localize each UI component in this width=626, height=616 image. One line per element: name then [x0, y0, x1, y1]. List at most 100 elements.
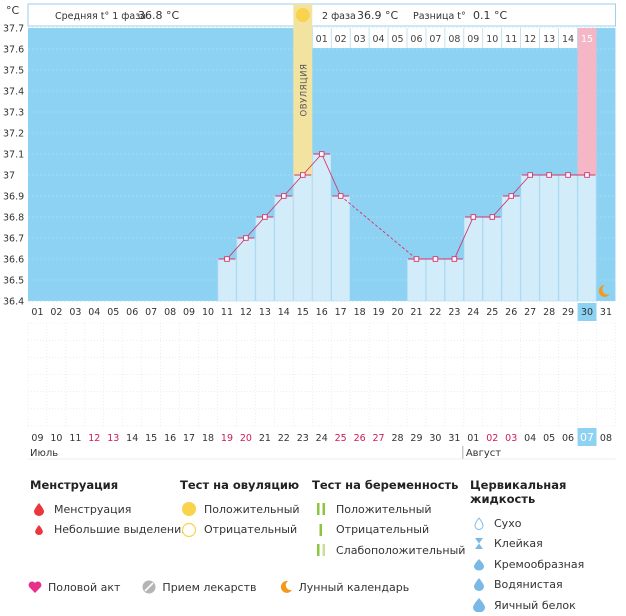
- temperature-bar: [255, 216, 275, 302]
- date-label: 16: [164, 433, 176, 444]
- cycle-day-label: 04: [88, 307, 100, 318]
- cycle-day-label: 23: [448, 307, 460, 318]
- temperature-bar: [520, 174, 540, 302]
- legend-label: Отрицательный: [204, 523, 298, 537]
- temperature-segment: [453, 216, 474, 260]
- avg1-label: Средняя t° 1 фаза: [55, 11, 146, 22]
- cycle-day-label: 10: [202, 307, 214, 318]
- date-label: 05: [543, 433, 555, 444]
- date-label: 15: [145, 433, 157, 444]
- temperature-bar: [312, 153, 332, 302]
- legend-item: Менструация: [30, 499, 188, 520]
- date-label: 04: [524, 433, 536, 444]
- cycle-day-label: 28: [543, 307, 555, 318]
- heart-icon: [28, 581, 42, 593]
- y-tick-label: 37: [3, 171, 15, 182]
- temperature-segment: [491, 195, 512, 218]
- temperature-bar: [274, 195, 294, 302]
- legend-item: Небольшие выделения: [30, 520, 188, 541]
- phase2-day-label: 08: [448, 34, 460, 45]
- pill-icon: [142, 580, 156, 594]
- temperature-point: [337, 193, 344, 199]
- cycle-day-label: 01: [31, 307, 43, 318]
- legend-label: Водянистая: [494, 578, 563, 592]
- legend-label: Сухо: [494, 516, 522, 530]
- temperature-bar: [217, 258, 237, 302]
- temperature-bar: [482, 216, 502, 302]
- sticky-icon: [470, 537, 488, 550]
- cycle-day-label: 26: [505, 307, 517, 318]
- legend-item: Кремообразная: [470, 554, 626, 575]
- temperature-bar: [293, 174, 313, 302]
- cycle-day-label: 15: [297, 307, 309, 318]
- legend-item: Положительный: [180, 499, 300, 520]
- bbt-chart: 01 02 03 04 05 06 07 08 09 10 11 12 13 14 15 ОВУЛЯЦИЯ Ср…: [3, 3, 616, 460]
- dry-icon: [470, 516, 488, 530]
- cycle-day-label: 30: [581, 307, 593, 318]
- avg1-value: 36.8 °C: [138, 9, 179, 22]
- drop-icon: [30, 502, 48, 516]
- cycle-day-label: 07: [145, 307, 157, 318]
- date-label: 01: [467, 433, 479, 444]
- phase2-day-label: 10: [486, 34, 498, 45]
- cycle-day-label: 08: [164, 307, 176, 318]
- moon-icon: [598, 284, 610, 297]
- phase2-day-label: 02: [335, 34, 347, 45]
- legend-label: Кремообразная: [494, 557, 585, 571]
- legend-label: Лунный календарь: [298, 580, 410, 594]
- temperature-bar: [445, 258, 464, 302]
- temperature-bar: [426, 258, 445, 302]
- today-date-highlight: [577, 428, 597, 446]
- phase2-day-label: 11: [505, 34, 517, 45]
- y-tick-label: 36.9: [3, 192, 24, 203]
- legend-item: Отрицательный: [312, 520, 465, 541]
- cycle-day-label: 25: [486, 307, 498, 318]
- phase2-header-row: [312, 28, 597, 48]
- cycle-day-label: 09: [183, 307, 195, 318]
- phase2-day-label: 03: [354, 34, 366, 45]
- temperature-bar: [558, 174, 578, 302]
- phase2-day-label: 07: [429, 34, 441, 45]
- legend-label: Прием лекарств: [162, 580, 257, 594]
- today-cycle-highlight: [577, 303, 597, 321]
- temperature-segment: [302, 153, 323, 176]
- temperature-segment: [283, 174, 304, 197]
- temperature-point: [243, 235, 249, 241]
- legend-label: Положительный: [336, 502, 432, 516]
- date-label: 24: [316, 433, 328, 444]
- temperature-segment: [340, 195, 417, 260]
- phase2-day-label: 14: [562, 34, 574, 45]
- phase2-day-label: 04: [373, 34, 385, 45]
- temperature-point: [489, 214, 496, 220]
- phase2-day-label: 09: [467, 34, 479, 45]
- cycle-day-label: 19: [373, 307, 385, 318]
- sun-outline-icon: [180, 522, 198, 538]
- cycle-day-label: 17: [335, 307, 347, 318]
- legend-bottom: Половой акт Прием лекарств Лунный календ…: [28, 580, 431, 594]
- date-label: 06: [562, 433, 574, 444]
- date-label: 02: [486, 433, 498, 444]
- legend-pregnancy-test: Тест на беременность Положительный Отриц…: [312, 478, 465, 561]
- legend-label: Небольшие выделения: [54, 523, 188, 537]
- legend-item: Водянистая: [470, 575, 626, 596]
- date-label: 17: [183, 433, 195, 444]
- y-tick-label: 37.1: [3, 150, 24, 161]
- legend-item: Лунный календарь: [279, 580, 410, 594]
- y-tick-label: 37.7: [3, 24, 24, 35]
- temperature-point: [470, 214, 477, 220]
- creamy-icon: [470, 558, 488, 571]
- temperature-point: [300, 172, 306, 178]
- temperature-bar: [577, 174, 597, 302]
- temperature-point: [546, 172, 552, 178]
- legend-item: Слабоположительный: [312, 540, 465, 561]
- temperature-point: [508, 193, 514, 199]
- date-label: 22: [278, 433, 290, 444]
- watery-icon: [470, 578, 488, 592]
- temperature-bar: [331, 195, 350, 302]
- temperature-point: [584, 172, 590, 178]
- date-label: 27: [373, 433, 385, 444]
- legend-item: Клейкая: [470, 534, 626, 555]
- month-label: Август: [466, 448, 501, 459]
- phase2-day-label: 06: [410, 34, 422, 45]
- date-label: 20: [240, 433, 252, 444]
